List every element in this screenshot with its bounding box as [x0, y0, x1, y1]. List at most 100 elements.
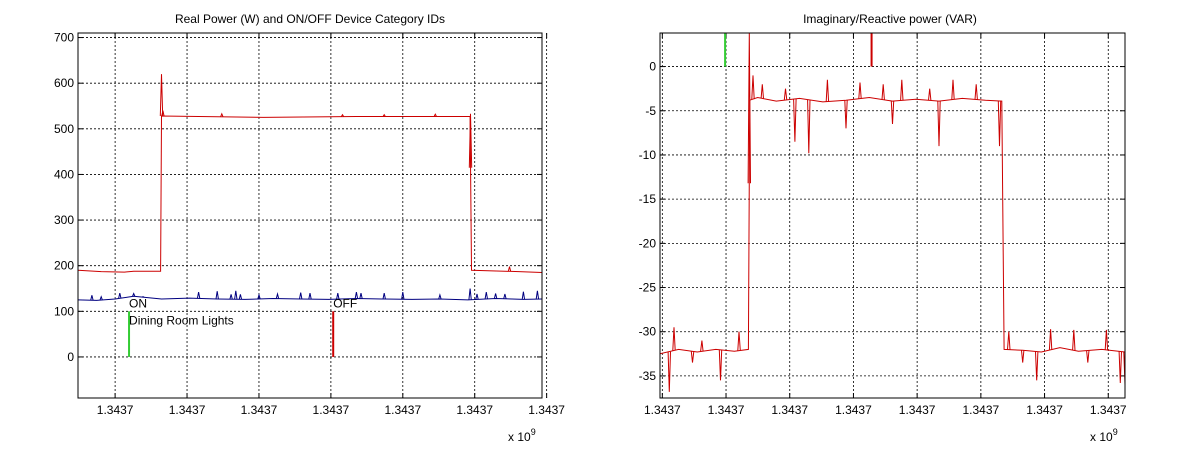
- series-spike: [433, 113, 437, 117]
- series-spike: [974, 84, 978, 100]
- series-spike: [401, 292, 405, 300]
- x-tick-label: 1.3437: [899, 403, 936, 417]
- y-tick-label: -25: [639, 281, 657, 295]
- x-tick-label: 1.3437: [97, 403, 134, 417]
- grid: [78, 33, 548, 398]
- series-spike: [257, 293, 261, 300]
- reactive-power-chart: Imaginary/Reactive power (VAR) x 109 0 -5…: [639, 12, 1127, 444]
- series-spike: [793, 98, 797, 142]
- y-tick-label: 500: [54, 122, 74, 136]
- series-spike: [159, 74, 164, 117]
- series-spike: [700, 340, 704, 352]
- series-spike: [825, 79, 830, 102]
- series-spike: [672, 327, 676, 351]
- x-tick-label: 1.3437: [313, 403, 350, 417]
- x-tick-label: 1.3437: [384, 403, 421, 417]
- series-spike: [928, 88, 932, 101]
- series-spike: [299, 292, 303, 300]
- axes-frame: [77, 32, 543, 399]
- series-spike: [807, 99, 811, 154]
- series-line: [78, 295, 542, 301]
- y-tick-label: -5: [645, 104, 656, 118]
- series-spike: [118, 292, 122, 299]
- y-tick-label: -20: [639, 236, 657, 250]
- series-spike: [507, 266, 512, 272]
- series-spike: [951, 79, 955, 100]
- plot-area: [78, 33, 542, 398]
- series-spike: [196, 292, 201, 299]
- series-spike: [844, 100, 848, 129]
- y-tick-label: -10: [639, 148, 657, 162]
- data-layer: [78, 74, 542, 357]
- y-tick-label: 0: [67, 350, 74, 364]
- series-spike: [900, 79, 904, 101]
- x-tick-label: 1.3437: [528, 403, 565, 417]
- series-spike: [667, 351, 671, 392]
- series-spike: [747, 33, 751, 184]
- series-spike: [997, 100, 1002, 147]
- series-spike: [718, 349, 723, 381]
- series-spike: [484, 292, 488, 300]
- series-spike: [737, 331, 741, 351]
- series-spike: [937, 101, 941, 147]
- series-spike: [858, 82, 862, 99]
- y-tick-label: -30: [639, 325, 657, 339]
- series-spike: [238, 294, 243, 300]
- series-spike: [760, 84, 764, 99]
- series-spike: [354, 292, 359, 299]
- series-spike: [1086, 350, 1090, 363]
- x-tick-label: 1.3437: [835, 403, 872, 417]
- y-tick-label: -35: [639, 369, 657, 383]
- series-spike: [215, 291, 219, 300]
- series-spike: [690, 351, 695, 363]
- series-spike: [521, 291, 526, 300]
- series-spike: [468, 288, 472, 300]
- series-spike: [275, 292, 280, 299]
- x-tick-label: 1.3437: [169, 403, 206, 417]
- series-spike: [132, 292, 136, 297]
- series-spike: [751, 75, 755, 100]
- y-tick-label: 200: [54, 259, 74, 273]
- chart-title: Imaginary/Reactive power (VAR): [803, 12, 977, 26]
- y-tick-label: -15: [639, 192, 657, 206]
- y-tick-label: 700: [54, 31, 74, 45]
- series-spike: [359, 292, 363, 299]
- series-spike: [90, 295, 94, 301]
- series-spike: [382, 113, 386, 117]
- event-sublabel: Dining Room Lights: [129, 313, 234, 327]
- series-spike: [229, 294, 233, 300]
- series-spike: [336, 293, 340, 300]
- x-exponent-label: x 109: [1090, 427, 1118, 444]
- series-spike: [438, 293, 442, 300]
- x-tick-label: 1.3437: [962, 403, 999, 417]
- chart-title: Real Power (W) and ON/OFF Device Categor…: [175, 12, 445, 26]
- x-tick-label: 1.3437: [1090, 403, 1127, 417]
- plot-area: [660, 33, 1125, 398]
- series-spike: [1035, 351, 1039, 381]
- series-spike: [503, 293, 507, 299]
- event-label: OFF: [333, 296, 357, 310]
- x-exponent-label: x 109: [508, 427, 536, 444]
- series-spike: [382, 293, 386, 300]
- series-spike: [340, 113, 345, 117]
- series-spike: [141, 296, 145, 298]
- series-spike: [1048, 329, 1053, 350]
- y-tick-label: 600: [54, 76, 74, 90]
- series-spike: [308, 293, 312, 300]
- series-spike: [783, 88, 788, 101]
- series-spike: [881, 84, 885, 100]
- series-spike: [890, 101, 895, 125]
- series-spike: [1072, 329, 1076, 351]
- x-tick-label: 1.3437: [708, 403, 745, 417]
- y-tick-label: 100: [54, 304, 74, 318]
- series-spike: [493, 293, 498, 299]
- series-spike: [99, 295, 103, 301]
- x-tick-label: 1.3437: [644, 403, 681, 417]
- series-spike: [1123, 351, 1125, 385]
- event-label: ON: [129, 296, 147, 310]
- x-tick-label: 1.3437: [1026, 403, 1063, 417]
- series-spike: [1007, 331, 1011, 350]
- series-spike: [161, 110, 165, 117]
- series-spike: [220, 112, 224, 117]
